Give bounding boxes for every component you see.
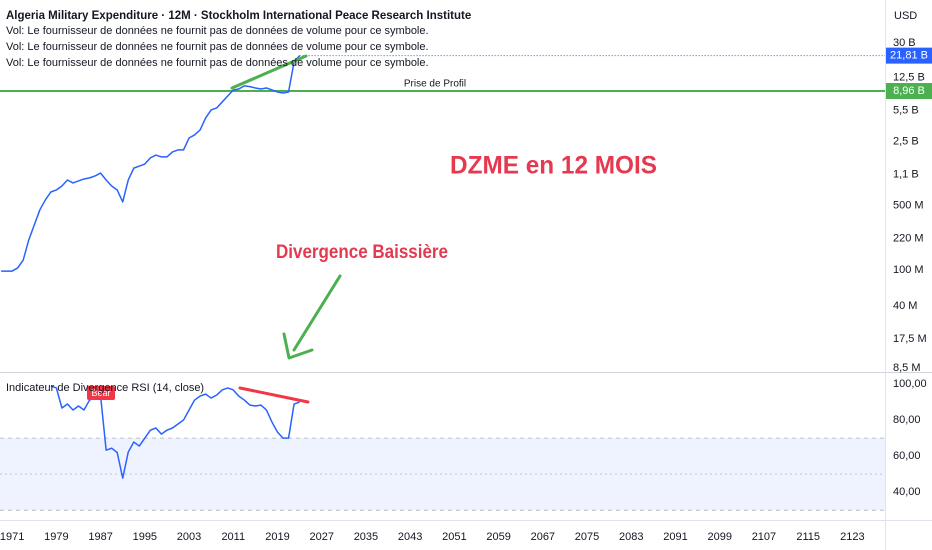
plot-layer	[0, 55, 885, 511]
arrow-head	[282, 332, 314, 360]
x-tick-label: 2075	[575, 531, 599, 543]
horizontal-line-name: Prise de Profil	[404, 79, 466, 90]
y-tick-label: 500 M	[893, 200, 924, 212]
x-tick-label: 2123	[840, 531, 864, 543]
annotation: Divergence Baissière	[276, 242, 448, 263]
y-tick-label: 2,5 B	[893, 136, 919, 148]
indicator-title: Indicateur de Divergence RSI (14, close)	[6, 382, 204, 394]
x-tick-label: 2011	[221, 531, 245, 543]
y-tick-label: 40 M	[893, 300, 917, 312]
x-tick-label: 2019	[265, 531, 289, 543]
x-tick-label: 2107	[752, 531, 776, 543]
y-tick-label: 220 M	[893, 232, 924, 244]
price-label-box	[886, 47, 932, 64]
trend-line	[238, 386, 310, 404]
series-line	[1, 55, 301, 272]
price-label: 8,96 B	[893, 85, 925, 97]
x-tick-label: 2027	[309, 531, 333, 543]
x-tick-label: 2115	[796, 531, 820, 543]
x-tick-label: 2003	[177, 531, 201, 543]
x-tick-label: 2043	[398, 531, 422, 543]
price-label-box	[886, 83, 932, 100]
y-tick-label: 40,00	[893, 486, 921, 498]
price-label: 21,81 B	[890, 50, 928, 62]
x-tick-label: 1987	[88, 531, 112, 543]
trend-line	[230, 54, 308, 90]
arrow-shaft	[292, 274, 342, 352]
volume-note: Vol: Le fournisseur de données ne fourni…	[6, 57, 429, 69]
y-tick-label: 80,00	[893, 414, 921, 426]
y-tick-label: 100 M	[893, 264, 924, 276]
x-tick-label: 1979	[44, 531, 68, 543]
y-tick-label: 30 B	[893, 37, 916, 49]
volume-note: Vol: Le fournisseur de données ne fourni…	[6, 41, 429, 53]
x-tick-label: 2059	[486, 531, 510, 543]
y-tick-label: 8,5 M	[893, 362, 921, 374]
x-tick-label: 2035	[354, 531, 378, 543]
volume-note: Vol: Le fournisseur de données ne fourni…	[6, 25, 429, 37]
x-tick-label: 2051	[442, 531, 466, 543]
annotation: DZME en 12 MOIS	[450, 152, 657, 180]
bear-label-box	[87, 386, 115, 400]
y-tick-label: 17,5 M	[893, 333, 927, 345]
y-tick-label: 100,00	[893, 378, 927, 390]
y-tick-label: 60,00	[893, 450, 921, 462]
currency-label: USD	[894, 10, 917, 22]
x-tick-label: 2083	[619, 531, 643, 543]
chart-title: Algeria Military Expenditure · 12M · Sto…	[6, 10, 471, 22]
rsi-band	[0, 438, 885, 511]
y-tick-label: 1,1 B	[893, 168, 919, 180]
x-tick-label: 2091	[663, 531, 687, 543]
x-tick-label: 2099	[707, 531, 731, 543]
x-tick-label: 1995	[133, 531, 157, 543]
x-tick-label: 1971	[0, 531, 24, 543]
y-tick-label: 5,5 B	[893, 104, 919, 116]
bear-label: Bear	[91, 388, 110, 398]
x-tick-label: 2067	[531, 531, 555, 543]
y-tick-label: 12,5 B	[893, 72, 925, 84]
